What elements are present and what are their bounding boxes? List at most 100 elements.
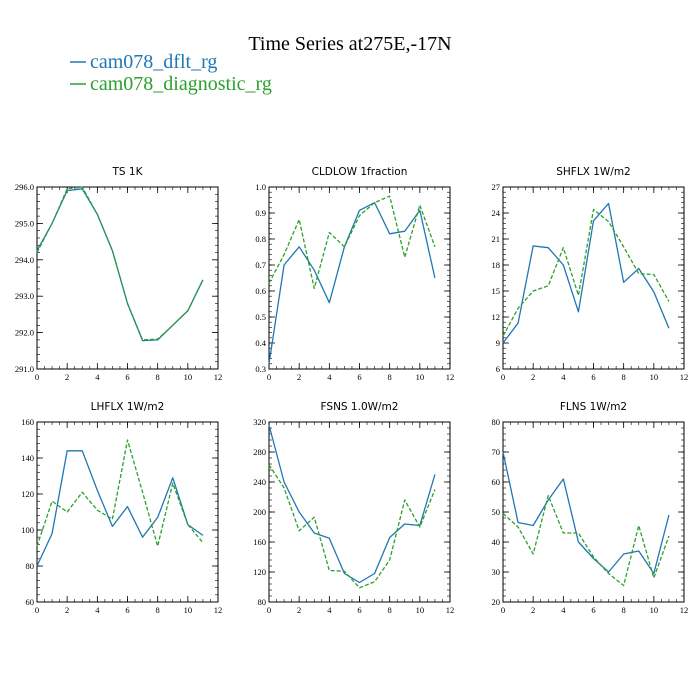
x-tick-label: 10	[184, 605, 193, 615]
x-tick-label: 6	[591, 372, 595, 382]
legend: cam078_dflt_rg cam078_diagnostic_rg	[70, 51, 272, 95]
y-tick-label: 294.0	[15, 255, 34, 265]
y-tick-label: 120	[21, 489, 34, 499]
legend-label-diagnostic: cam078_diagnostic_rg	[90, 73, 272, 95]
series-line-diagnostic	[268, 195, 436, 290]
x-tick-label: 0	[35, 372, 39, 382]
y-tick-label: 0.6	[255, 286, 266, 296]
y-tick-label: 60	[492, 477, 501, 487]
y-tick-label: 80	[258, 597, 267, 607]
x-tick-label: 4	[327, 605, 332, 615]
x-tick-label: 6	[357, 605, 361, 615]
panel-title: LHFLX 1W/m2	[91, 401, 165, 413]
series-line-dflt	[268, 201, 436, 364]
x-tick-label: 8	[622, 605, 626, 615]
y-tick-label: 12	[492, 312, 501, 322]
legend-label-dflt: cam078_dflt_rg	[90, 51, 217, 73]
y-tick-label: 20	[492, 597, 501, 607]
panel-2: CLDLOW 1fraction 0.3 0.4 0.5 0.6 0.7 0.8 0.9 1.0…	[255, 166, 454, 382]
y-tick-label: 0.3	[255, 364, 266, 374]
panel-title: CLDLOW 1fraction	[312, 166, 408, 178]
x-tick-label: 0	[501, 605, 505, 615]
y-tick-label: 140	[21, 453, 34, 463]
y-tick-label: 160	[253, 537, 266, 547]
y-tick-label: 0.8	[255, 234, 266, 244]
x-tick-label: 10	[650, 372, 659, 382]
y-tick-label: 30	[492, 567, 501, 577]
panel-1: TS 1K 291.0 292.0 293.0 294.0 295.0 296.0 0 2 4 6 8…	[15, 166, 222, 382]
y-tick-label: 240	[253, 477, 266, 487]
x-tick-label: 4	[327, 372, 332, 382]
x-tick-label: 12	[214, 372, 223, 382]
y-tick-label: 40	[492, 537, 501, 547]
y-tick-label: 291.0	[15, 364, 34, 374]
x-tick-label: 10	[650, 605, 659, 615]
series-line-diagnostic	[268, 464, 436, 589]
x-tick-label: 2	[531, 605, 535, 615]
plot-frame	[502, 421, 685, 603]
y-tick-label: 0.4	[255, 338, 266, 348]
plot-frame	[268, 421, 451, 603]
x-tick-label: 0	[35, 605, 39, 615]
x-tick-label: 4	[561, 372, 566, 382]
panel-title: FLNS 1W/m2	[560, 401, 627, 413]
x-tick-label: 2	[531, 372, 535, 382]
x-tick-label: 10	[416, 372, 425, 382]
x-tick-label: 6	[591, 605, 595, 615]
y-tick-label: 100	[21, 525, 34, 535]
x-tick-label: 4	[95, 372, 100, 382]
x-tick-label: 6	[357, 372, 361, 382]
plot-frame	[36, 421, 219, 603]
series-line-dflt	[36, 450, 204, 567]
x-tick-label: 12	[446, 372, 455, 382]
y-tick-label: 0.7	[255, 260, 266, 270]
x-tick-label: 6	[125, 605, 129, 615]
y-tick-label: 6	[496, 364, 500, 374]
y-tick-label: 9	[496, 338, 500, 348]
panel-title: TS 1K	[112, 166, 144, 178]
series-line-dflt	[268, 424, 436, 584]
y-tick-label: 200	[253, 507, 266, 517]
x-tick-label: 12	[680, 372, 689, 382]
y-tick-label: 1.0	[255, 182, 266, 192]
x-tick-label: 10	[416, 605, 425, 615]
series-line-dflt	[36, 188, 204, 342]
y-tick-label: 280	[253, 447, 266, 457]
panel-title: FSNS 1.0W/m2	[321, 401, 399, 413]
y-tick-label: 60	[26, 597, 35, 607]
x-tick-label: 8	[622, 372, 626, 382]
y-tick-label: 293.0	[15, 291, 34, 301]
series-line-dflt	[502, 202, 670, 344]
y-tick-label: 50	[492, 507, 501, 517]
panel-6: FLNS 1W/m2 20 30 40 50 60 70 80 0 2 4 6 8 10 12	[492, 401, 689, 615]
panel-4: LHFLX 1W/m2 60 80 100 120 140 160 0 2 4 6 8 10 12	[21, 401, 222, 615]
y-tick-label: 24	[492, 208, 501, 218]
panel-title: SHFLX 1W/m2	[556, 166, 631, 178]
x-tick-label: 8	[388, 605, 392, 615]
y-tick-label: 21	[492, 234, 501, 244]
y-tick-label: 295.0	[15, 218, 34, 228]
x-tick-label: 0	[267, 372, 271, 382]
panel-5: FSNS 1.0W/m2 80 120 160 200 240 280 320 0 2 4 6 8 10 1…	[253, 401, 454, 615]
y-tick-label: 80	[492, 417, 501, 427]
x-tick-label: 12	[214, 605, 223, 615]
y-tick-label: 320	[253, 417, 266, 427]
y-tick-label: 0.9	[255, 208, 266, 218]
x-tick-label: 8	[388, 372, 392, 382]
figure-title: Time Series at275E,-17N	[248, 33, 451, 55]
x-tick-label: 6	[125, 372, 129, 382]
y-tick-label: 120	[253, 567, 266, 577]
y-tick-label: 0.5	[255, 312, 266, 322]
plot-frame	[502, 186, 685, 370]
series-line-diagnostic	[502, 208, 670, 337]
x-tick-label: 2	[65, 605, 69, 615]
series-line-diagnostic	[502, 494, 670, 587]
y-tick-label: 292.0	[15, 328, 34, 338]
plot-frame	[36, 186, 219, 370]
series-line-diagnostic	[36, 439, 204, 547]
x-tick-label: 4	[95, 605, 100, 615]
series-line-dflt	[502, 451, 670, 575]
y-tick-label: 160	[21, 417, 34, 427]
